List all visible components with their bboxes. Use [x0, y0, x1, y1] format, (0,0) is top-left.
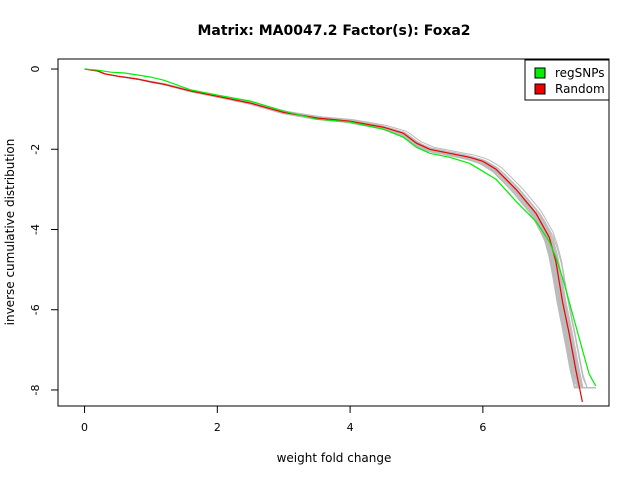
y-axis-label: inverse cumulative distribution: [3, 139, 17, 326]
random-band-line: [84, 68, 596, 389]
random-band-line: [84, 68, 596, 389]
random-band-line: [84, 68, 596, 389]
plot-area: 0 2 4 6 0 -2 -4 -6 -8: [29, 58, 610, 434]
y-tick-label: -6: [29, 304, 42, 315]
random-band-line: [84, 68, 596, 389]
chart-title: Matrix: MA0047.2 Factor(s): Foxa2: [197, 23, 470, 39]
random-band-line: [84, 68, 596, 389]
y-tick-label: -8: [29, 384, 42, 395]
random-band-line: [84, 68, 596, 389]
y-tick-label: 0: [29, 66, 42, 73]
random-band-line: [84, 68, 596, 389]
random-band-line: [84, 68, 596, 389]
random-band-line: [84, 68, 596, 389]
x-tick-label: 4: [347, 421, 354, 434]
random-band-line: [84, 68, 596, 389]
random-band-line: [84, 68, 596, 389]
random-band-line: [84, 68, 596, 389]
series-line-regsnps: [84, 68, 597, 387]
legend-swatch: [534, 83, 546, 95]
random-band-line: [84, 68, 596, 389]
x-tick-label: 6: [479, 421, 486, 434]
random-band-line: [84, 68, 596, 389]
random-band-line: [84, 68, 596, 389]
random-band-line: [84, 68, 596, 389]
random-band-line: [84, 68, 596, 389]
random-band-line: [84, 68, 596, 389]
legend: regSNPs Random: [524, 59, 610, 101]
random-band-line: [84, 68, 596, 389]
legend-label: Random: [555, 82, 605, 96]
random-band-line: [84, 68, 596, 389]
random-band-line: [84, 68, 596, 389]
legend-label: regSNPs: [555, 66, 605, 80]
random-band-line: [84, 68, 596, 389]
y-tick-label: -2: [29, 144, 42, 155]
plot-clip-group: [84, 68, 597, 403]
random-band-line: [84, 68, 596, 389]
random-band-line: [84, 68, 596, 389]
x-tick-label: 0: [81, 421, 88, 434]
random-band-line: [84, 68, 596, 389]
plot-box: [57, 58, 610, 407]
random-band-line: [84, 68, 596, 389]
random-band-line: [84, 68, 596, 389]
random-band-line: [84, 68, 596, 389]
x-tick-label: 2: [214, 421, 221, 434]
random-band-line: [84, 68, 596, 389]
y-tick-label: -4: [29, 224, 42, 235]
x-axis-label: weight fold change: [277, 451, 392, 465]
legend-swatch: [534, 67, 546, 79]
random-band-line: [84, 68, 596, 389]
